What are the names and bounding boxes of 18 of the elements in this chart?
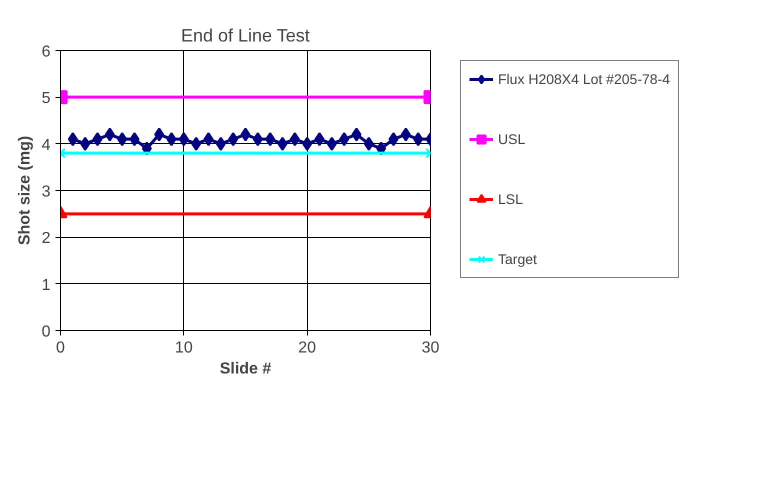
x-tick-label: 0 [56,340,66,356]
y-tick-label: 0 [42,324,51,340]
y-tick-label: 3 [42,184,51,200]
y-tick-label: 5 [42,90,51,108]
legend-label: USL [498,131,526,147]
y-tick-label: 2 [42,230,51,248]
x-tick-label: 20 [298,340,316,356]
legend-label: LSL [498,191,523,207]
x-tick-label: 30 [422,340,440,356]
y-axis-title: Shot size (mg) [16,136,34,246]
x-axis-title: Slide # [220,360,272,378]
y-tick-label: 4 [42,136,51,154]
chart-title: End of Line Test [180,26,310,46]
legend-label: Target [498,251,537,267]
legend-label: Flux H208X4 Lot #205-78-4 [498,71,670,87]
y-tick-label: 6 [42,44,51,60]
y-tick-label: 1 [42,276,51,294]
x-tick-label: 10 [174,340,193,356]
